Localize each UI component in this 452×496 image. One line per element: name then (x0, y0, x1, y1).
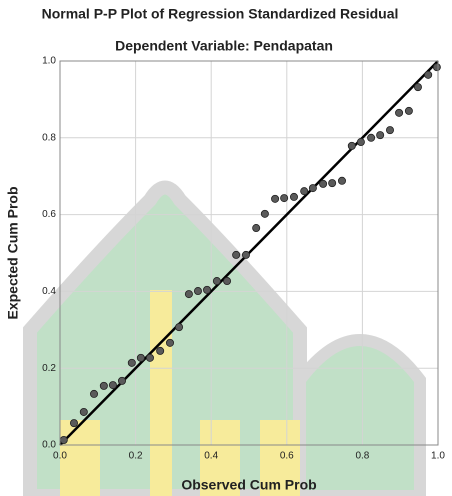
chart: Normal P-P Plot of Regression Standardiz… (0, 0, 452, 496)
point (253, 224, 260, 231)
point (242, 251, 249, 258)
point (338, 177, 345, 184)
point (309, 185, 316, 192)
point (90, 390, 97, 397)
chart-title: Normal P-P Plot of Regression Standardiz… (42, 6, 399, 22)
point (203, 286, 210, 293)
x-tick-label: 0.2 (129, 451, 143, 462)
point (233, 251, 240, 258)
point (386, 127, 393, 134)
point (70, 420, 77, 427)
x-tick-label: 0.6 (280, 451, 294, 462)
point (329, 180, 336, 187)
point (271, 195, 278, 202)
point (377, 132, 384, 139)
point (185, 290, 192, 297)
point (109, 381, 116, 388)
point (290, 193, 297, 200)
point (395, 109, 402, 116)
y-tick-label: 0.4 (42, 286, 56, 297)
point (425, 71, 432, 78)
point (414, 84, 421, 91)
point (367, 134, 374, 141)
x-tick-label: 1.0 (431, 451, 445, 462)
point (433, 64, 440, 71)
point (100, 382, 107, 389)
point (166, 339, 173, 346)
chart-subtitle: Dependent Variable: Pendapatan (115, 38, 333, 54)
point (301, 188, 308, 195)
x-tick-label: 0.8 (355, 451, 369, 462)
point (348, 142, 355, 149)
point (223, 277, 230, 284)
y-tick-label: 0.8 (42, 132, 56, 143)
point (128, 359, 135, 366)
point (213, 277, 220, 284)
point (319, 180, 326, 187)
point (261, 210, 268, 217)
x-tick-label: 0.4 (204, 451, 218, 462)
y-axis-label: Expected Cum Prob (5, 186, 21, 319)
x-axis-label: Observed Cum Prob (181, 477, 316, 493)
point (194, 287, 201, 294)
point (357, 138, 364, 145)
point (281, 194, 288, 201)
point (80, 408, 87, 415)
y-tick-label: 0.2 (42, 363, 56, 374)
point (118, 377, 125, 384)
y-tick-label: 0.6 (42, 209, 56, 220)
point (157, 347, 164, 354)
point (175, 324, 182, 331)
point (137, 354, 144, 361)
point (60, 436, 67, 443)
y-tick-label: 1.0 (42, 56, 56, 67)
point (405, 107, 412, 114)
point (146, 354, 153, 361)
y-tick-label: 0.0 (42, 440, 56, 451)
x-tick-label: 0.0 (53, 451, 67, 462)
